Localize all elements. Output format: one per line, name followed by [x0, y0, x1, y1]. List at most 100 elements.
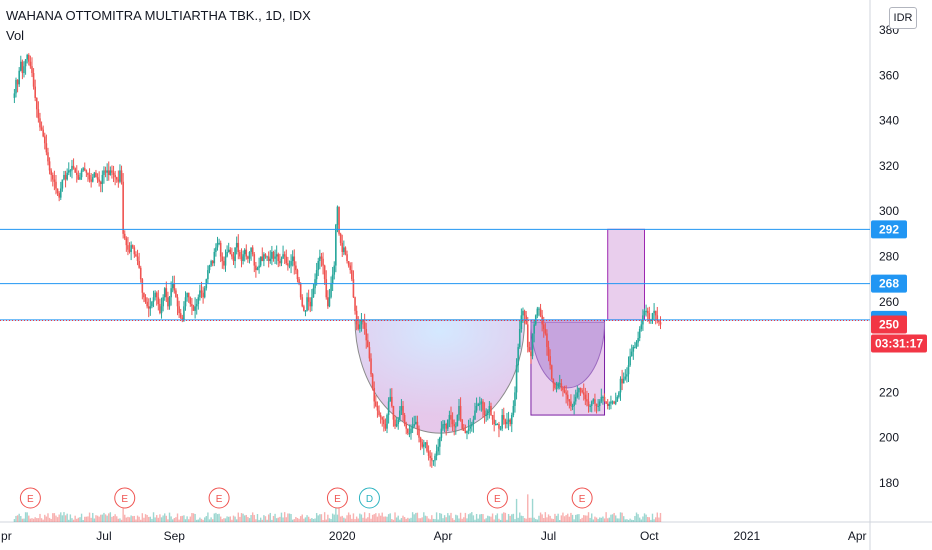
y-tick-label: 340	[879, 114, 899, 128]
candle-body	[341, 242, 344, 252]
candle-body	[597, 405, 599, 407]
volume-bar	[515, 498, 518, 522]
volume-bar	[485, 518, 487, 522]
candle-body	[343, 247, 345, 252]
event-marker-e[interactable]: E	[114, 487, 136, 509]
candle-body	[330, 283, 332, 298]
candle-body	[64, 174, 67, 180]
volume-bar	[122, 499, 124, 522]
volume-bar	[499, 519, 502, 522]
volume-bar	[229, 516, 231, 522]
volume-bar	[575, 514, 577, 522]
candle-body	[15, 79, 17, 94]
event-marker-e[interactable]: E	[486, 487, 508, 509]
volume-bar	[85, 516, 88, 522]
candle-body	[112, 172, 115, 175]
volume-bar	[384, 516, 387, 522]
volume-bar	[640, 519, 643, 522]
candle-body	[578, 387, 580, 393]
volume-bar	[565, 515, 567, 522]
volume-bar	[44, 514, 46, 522]
candle-body	[96, 177, 99, 180]
volume-bar	[650, 519, 652, 522]
volume-bar	[496, 513, 499, 522]
candle-body	[85, 170, 88, 173]
volume-bar	[365, 518, 367, 522]
volume-bar	[603, 518, 606, 522]
candle-body	[517, 347, 519, 366]
volume-bar	[314, 518, 316, 522]
candle-body	[616, 396, 619, 402]
candle-body	[658, 319, 660, 323]
volume-bar	[519, 512, 521, 522]
candle-body	[648, 313, 651, 320]
volume-bar	[459, 512, 462, 522]
volume-bar	[618, 518, 620, 522]
candle-body	[248, 251, 251, 259]
candle-body	[202, 292, 204, 298]
candle-body	[571, 405, 574, 407]
volume-bar	[557, 513, 559, 522]
candle-body	[630, 351, 633, 357]
candle-body	[13, 93, 16, 98]
volume-bar	[435, 512, 438, 522]
volume-bar	[349, 514, 351, 522]
candle-body	[590, 401, 593, 406]
event-marker-e[interactable]: E	[571, 487, 593, 509]
candle-body	[66, 172, 68, 180]
volume-bar	[423, 512, 425, 522]
volume-bar	[437, 519, 439, 522]
candle-body	[175, 290, 177, 298]
volume-bar	[239, 516, 241, 522]
candle-body	[526, 324, 529, 348]
volume-bar	[285, 517, 287, 522]
candle-body	[93, 172, 96, 178]
candle-body	[146, 301, 148, 307]
candle-body	[403, 415, 406, 425]
candle-body	[282, 254, 284, 259]
event-marker-d[interactable]: D	[358, 487, 380, 509]
volume-bar	[205, 516, 208, 522]
volume-bar	[373, 514, 375, 522]
currency-button[interactable]: IDR	[889, 7, 917, 29]
volume-bar	[109, 512, 112, 522]
event-marker-e[interactable]: E	[208, 487, 230, 509]
volume-bar	[66, 513, 68, 522]
candle-body	[264, 254, 267, 257]
volume-bar	[259, 517, 262, 522]
event-marker-e[interactable]: E	[326, 487, 348, 509]
volume-bar	[586, 515, 588, 522]
volume-bar	[351, 518, 353, 522]
volume-bar	[504, 512, 507, 522]
candle-body	[19, 61, 22, 71]
candle-body	[266, 256, 268, 258]
candle-body	[323, 265, 326, 280]
candle-body	[335, 224, 337, 266]
event-marker-e[interactable]: E	[19, 487, 41, 509]
candle-body	[579, 387, 582, 391]
candle-body	[405, 424, 408, 429]
volume-bar	[589, 517, 591, 522]
candle-body	[232, 256, 235, 262]
volume-bar	[642, 516, 644, 522]
candle-body	[53, 179, 56, 182]
volume-bar	[181, 515, 184, 522]
volume-bar	[490, 516, 492, 522]
volume-bar	[111, 516, 113, 522]
volume-bar	[207, 512, 209, 522]
candle-body	[219, 242, 222, 257]
event-marker-label: E	[121, 494, 128, 505]
candle-body	[391, 396, 393, 406]
volume-bar	[136, 515, 139, 522]
volume-bar	[277, 517, 279, 522]
volume-bar	[29, 518, 32, 522]
volume-bar	[344, 518, 347, 522]
candle-body	[45, 143, 48, 153]
candle-body	[557, 383, 559, 388]
candle-body	[542, 324, 545, 329]
candle-body	[373, 387, 376, 402]
volume-bar	[160, 517, 163, 522]
candle-body	[160, 306, 163, 314]
volume-bar	[31, 518, 33, 522]
